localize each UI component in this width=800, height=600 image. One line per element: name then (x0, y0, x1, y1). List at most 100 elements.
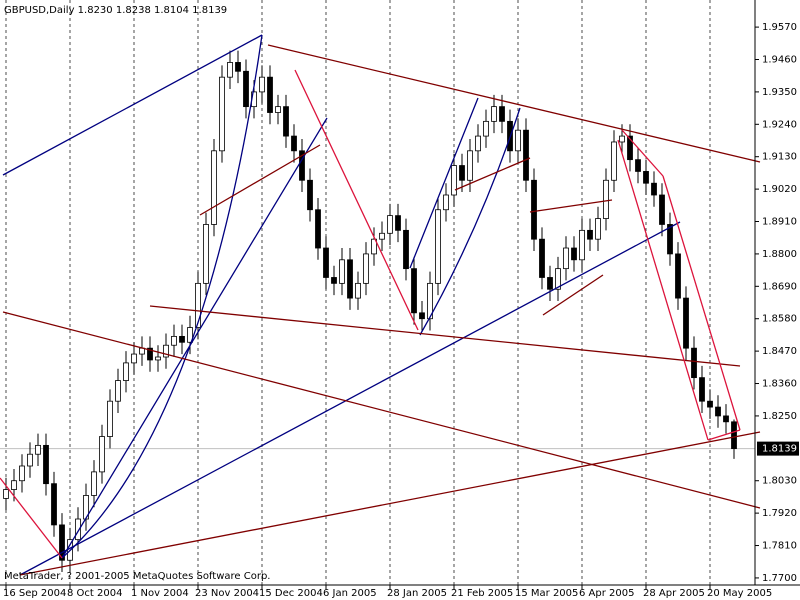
candle-body (91, 471, 97, 496)
candle-body (267, 76, 273, 113)
candle-body (179, 335, 185, 343)
candle-body (579, 229, 585, 261)
y-tick-label: 1.8580 (762, 314, 797, 325)
y-tick-label: 1.8910 (762, 217, 797, 228)
trendline (419, 107, 521, 336)
y-tick-label: 1.9020 (762, 184, 797, 195)
candle-body (275, 106, 281, 113)
candle-body (667, 224, 673, 255)
trendline (529, 199, 613, 213)
candle-body (19, 465, 25, 482)
candle-body (491, 106, 497, 122)
candle-body (339, 259, 345, 284)
candle-body (475, 135, 481, 152)
y-tick-label: 1.8470 (762, 346, 797, 357)
x-tick-label: 6 Jan 2005 (323, 588, 377, 599)
candle-body (635, 159, 641, 172)
candle-body (331, 277, 337, 284)
x-tick-label: 16 Sep 2004 (3, 588, 66, 599)
grid-layer (0, 0, 755, 585)
candle-body (483, 120, 489, 137)
candle-body (691, 347, 697, 379)
trendline (149, 305, 741, 367)
y-tick-label: 1.7810 (762, 541, 797, 552)
candle-body (419, 312, 425, 320)
candle-body (99, 436, 105, 473)
y-tick-label: 1.9240 (762, 119, 797, 130)
trendline (267, 44, 761, 163)
trendline (621, 129, 664, 177)
candle-body (675, 253, 681, 299)
candle-body (515, 129, 521, 152)
candle-body (387, 215, 393, 234)
y-tick-label: 1.7700 (762, 573, 797, 584)
candle-body (283, 106, 289, 137)
candle-body (659, 194, 665, 225)
candle-body (699, 377, 705, 402)
candle-body (403, 229, 409, 270)
candle-body (547, 277, 553, 290)
candle-body (435, 209, 441, 284)
trendline (2, 311, 761, 509)
candle-body (371, 238, 377, 255)
candle-body (707, 400, 713, 408)
candle-body (603, 179, 609, 219)
candle-body (51, 483, 57, 526)
candle-body (11, 480, 17, 490)
candle-body (35, 444, 41, 455)
candle-body (395, 215, 401, 231)
y-tick-label: 1.8800 (762, 249, 797, 260)
candle-body (523, 129, 529, 181)
trendline (707, 429, 741, 441)
candle-body (499, 106, 505, 122)
trendlines (0, 34, 761, 576)
current-price-box (757, 441, 799, 456)
candle-body (723, 415, 729, 423)
candle-body (611, 141, 617, 181)
candle-body (203, 224, 209, 284)
candle-body (619, 135, 625, 143)
x-tick-label: 23 Nov 2004 (195, 588, 259, 599)
candle-body (291, 135, 297, 152)
candle-body (27, 453, 33, 467)
candle-body (467, 150, 473, 181)
candle-body (307, 179, 313, 211)
candle-body (115, 380, 121, 402)
candle-body (683, 297, 689, 349)
candle-body (195, 282, 201, 328)
candle-body (315, 209, 321, 249)
trendline (454, 157, 531, 191)
y-tick-label: 1.9460 (762, 55, 797, 66)
candle-body (243, 70, 249, 108)
candle-body (227, 62, 233, 78)
x-tick-label: 28 Apr 2005 (643, 588, 705, 599)
candle-body (539, 238, 545, 278)
candle-body (107, 400, 113, 437)
candle-body (363, 253, 369, 284)
trendline (294, 69, 419, 331)
trendline (542, 274, 604, 316)
x-tick-label: 20 May 2005 (707, 588, 772, 599)
trendline (19, 431, 761, 576)
candle-body (443, 194, 449, 211)
trendline (617, 139, 709, 441)
x-tick-label: 15 Mar 2005 (515, 588, 578, 599)
candle-body (147, 347, 153, 361)
current-price-label: 1.8139 (762, 444, 797, 455)
y-tick-label: 1.9130 (762, 152, 797, 163)
candle-body (123, 362, 129, 381)
candle-body (299, 150, 305, 181)
chart-title: GBPUSD,Daily 1.8230 1.8238 1.8104 1.8139 (4, 5, 227, 16)
candle-body (355, 282, 361, 299)
x-tick-label: 21 Feb 2005 (451, 588, 513, 599)
candle-body (411, 268, 417, 314)
trendline (19, 221, 681, 576)
candle-body (651, 182, 657, 196)
y-tick-label: 1.8030 (762, 476, 797, 487)
candle-body (731, 421, 737, 450)
candle-body (643, 171, 649, 184)
candle-body (563, 247, 569, 270)
candle-body (219, 76, 225, 152)
candle-body (43, 444, 49, 485)
candle-body (555, 268, 561, 290)
